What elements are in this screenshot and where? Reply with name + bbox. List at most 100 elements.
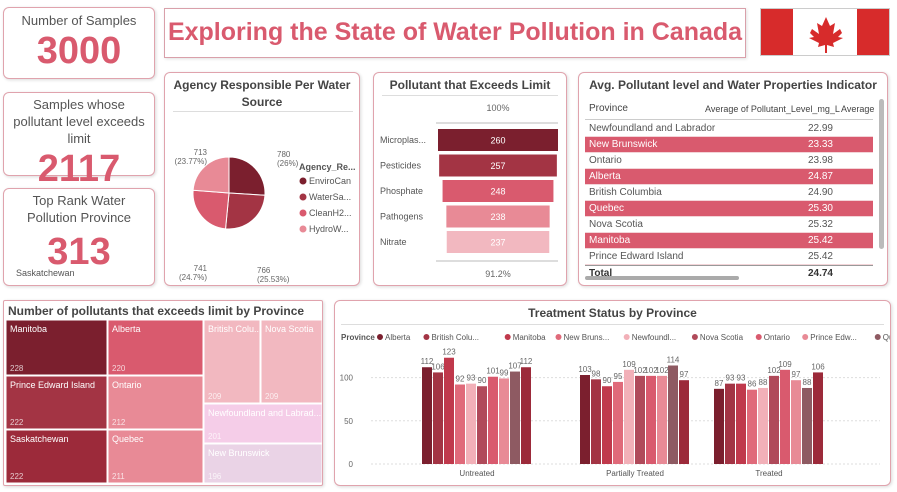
grouped-bar[interactable] xyxy=(521,367,531,464)
treemap-cell[interactable] xyxy=(203,320,261,404)
grouped-bar[interactable] xyxy=(477,386,487,464)
pie-slice[interactable] xyxy=(228,156,266,196)
table-row[interactable]: Nova Scotia 25.32 xyxy=(585,217,873,233)
pie-legend-label[interactable]: CleanH2... xyxy=(309,208,352,218)
grouped-bar[interactable] xyxy=(499,378,509,464)
grouped-bar[interactable] xyxy=(657,375,667,464)
grouped-bar[interactable] xyxy=(769,375,779,464)
grouped-legend-label[interactable]: New Bruns... xyxy=(564,333,610,342)
grouped-bar[interactable] xyxy=(466,383,476,464)
grouped-bar[interactable] xyxy=(736,383,746,464)
grouped-legend-label[interactable]: Newfoundl... xyxy=(632,333,676,342)
treemap-cell[interactable] xyxy=(6,375,108,430)
pie-legend-label[interactable]: HydroW... xyxy=(309,224,349,234)
treemap-cell-label: Nova Scotia xyxy=(265,324,314,334)
treemap-cell-label: Newfoundland and Labrad... xyxy=(208,408,321,418)
kpi-exceeds-value: 2117 xyxy=(37,148,121,190)
table-cell-province: Ontario xyxy=(589,155,622,166)
pie-legend-label[interactable]: EnviroCan xyxy=(309,176,351,186)
grouped-bar-chart[interactable]: Province Alberta British Colu... Manitoba Ne… xyxy=(335,326,890,484)
grouped-bar[interactable] xyxy=(758,387,768,464)
grouped-bar[interactable] xyxy=(488,376,498,464)
grouped-bar-value: 93 xyxy=(467,374,476,383)
grouped-bar[interactable] xyxy=(725,383,735,464)
table-cell-value: 22.99 xyxy=(807,123,833,134)
funnel-bar[interactable] xyxy=(446,231,550,253)
funnel-bar[interactable] xyxy=(439,154,557,177)
treemap-cell[interactable] xyxy=(6,429,108,484)
table-row[interactable]: Ontario 23.98 xyxy=(585,153,873,169)
treemap-cell[interactable] xyxy=(203,403,322,444)
grouped-y-tick: 50 xyxy=(344,417,353,426)
treemap-cell[interactable] xyxy=(107,429,204,484)
table-row[interactable]: Newfoundland and Labrador 22.99 xyxy=(585,121,873,137)
grouped-bar-value: 95 xyxy=(614,372,623,381)
grouped-bar[interactable] xyxy=(646,375,656,464)
pie-slice[interactable] xyxy=(224,192,266,230)
page-title: Exploring the State of Water Pollution i… xyxy=(167,18,743,46)
pie-slice[interactable] xyxy=(192,189,230,230)
grouped-bar[interactable] xyxy=(624,369,634,464)
table-row[interactable]: Alberta 24.87 xyxy=(585,169,873,185)
grouped-bar-value: 93 xyxy=(726,374,735,383)
grouped-legend-label[interactable]: Ontario xyxy=(764,333,791,342)
table-total-label: Total xyxy=(589,268,613,279)
treemap-cell[interactable] xyxy=(260,320,322,404)
treemap-cell[interactable] xyxy=(107,320,204,376)
pie-legend-label[interactable]: WaterSa... xyxy=(309,192,351,202)
funnel-bar[interactable] xyxy=(438,129,558,151)
table-header-province[interactable]: Province xyxy=(589,103,628,114)
grouped-bar[interactable] xyxy=(613,381,623,464)
funnel-bar[interactable] xyxy=(442,180,554,202)
grouped-bar[interactable] xyxy=(813,372,823,464)
grouped-bar[interactable] xyxy=(791,380,801,464)
grouped-bar[interactable] xyxy=(455,384,465,464)
grouped-bar[interactable] xyxy=(635,375,645,464)
grouped-bar[interactable] xyxy=(802,387,812,464)
pie-chart[interactable]: 780 (26%) 766 (25.53%) 741 (24.7%) 713 (23.77%)… xyxy=(165,115,359,285)
treemap-cell[interactable] xyxy=(203,443,322,484)
grouped-bar[interactable] xyxy=(668,365,678,464)
kpi-exceeds-label: Samples whose pollutant level exceeds li… xyxy=(13,97,145,146)
table-cell-province: Prince Edward Island xyxy=(589,251,684,262)
treemap-cell[interactable] xyxy=(107,375,204,430)
grouped-y-tick: 0 xyxy=(349,460,354,469)
grouped-legend-label[interactable]: British Colu... xyxy=(431,333,479,342)
table-cell-province: Nova Scotia xyxy=(589,219,643,230)
funnel-chart[interactable]: 100% 260 Microplas... 257 Pesticides 248 Phosp… xyxy=(374,95,566,285)
treemap-chart[interactable]: Manitoba 228 Alberta 220 Prince Edward Islan… xyxy=(6,320,322,484)
grouped-legend-label[interactable]: Alberta xyxy=(385,333,411,342)
grouped-bar[interactable] xyxy=(433,372,443,464)
table-row[interactable]: British Columbia 24.90 xyxy=(585,185,873,201)
table-scrollbar-vertical[interactable] xyxy=(879,99,884,249)
grouped-bar[interactable] xyxy=(714,388,724,464)
table-row[interactable]: Prince Edward Island 25.42 xyxy=(585,249,873,265)
grouped-legend-label[interactable]: Quebec xyxy=(883,333,890,342)
table-row[interactable]: Manitoba 25.42 xyxy=(585,233,873,249)
grouped-bar[interactable] xyxy=(444,357,454,464)
grouped-bar[interactable] xyxy=(591,379,601,464)
table-row[interactable]: Quebec 25.30 xyxy=(585,201,873,217)
maple-leaf-icon xyxy=(809,17,843,53)
table-row[interactable]: New Brunswick 23.33 xyxy=(585,137,873,153)
grouped-bar-value: 102 xyxy=(633,366,647,375)
grouped-bar[interactable] xyxy=(422,367,432,464)
treemap-cell[interactable] xyxy=(6,320,108,376)
grouped-bar[interactable] xyxy=(580,375,590,464)
treemap-cell-value: 222 xyxy=(10,418,24,427)
grouped-bar[interactable] xyxy=(510,371,520,464)
treemap-cell-value: 222 xyxy=(10,472,24,481)
grouped-bar[interactable] xyxy=(780,369,790,464)
table-scrollbar-horizontal[interactable] xyxy=(585,276,739,280)
grouped-bar[interactable] xyxy=(679,380,689,464)
funnel-bar[interactable] xyxy=(446,205,550,228)
grouped-bar[interactable] xyxy=(602,386,612,464)
grouped-legend-title: Province xyxy=(341,333,375,342)
grouped-legend-label[interactable]: Prince Edw... xyxy=(810,333,857,342)
pie-slice[interactable] xyxy=(192,156,230,194)
grouped-legend-marker xyxy=(802,334,809,340)
grouped-legend-label[interactable]: Manitoba xyxy=(513,333,546,342)
table-header-avg-pollutant[interactable]: Average of Pollutant_Level_mg_L xyxy=(705,104,840,114)
grouped-bar[interactable] xyxy=(747,389,757,464)
grouped-legend-label[interactable]: Nova Scotia xyxy=(700,333,744,342)
